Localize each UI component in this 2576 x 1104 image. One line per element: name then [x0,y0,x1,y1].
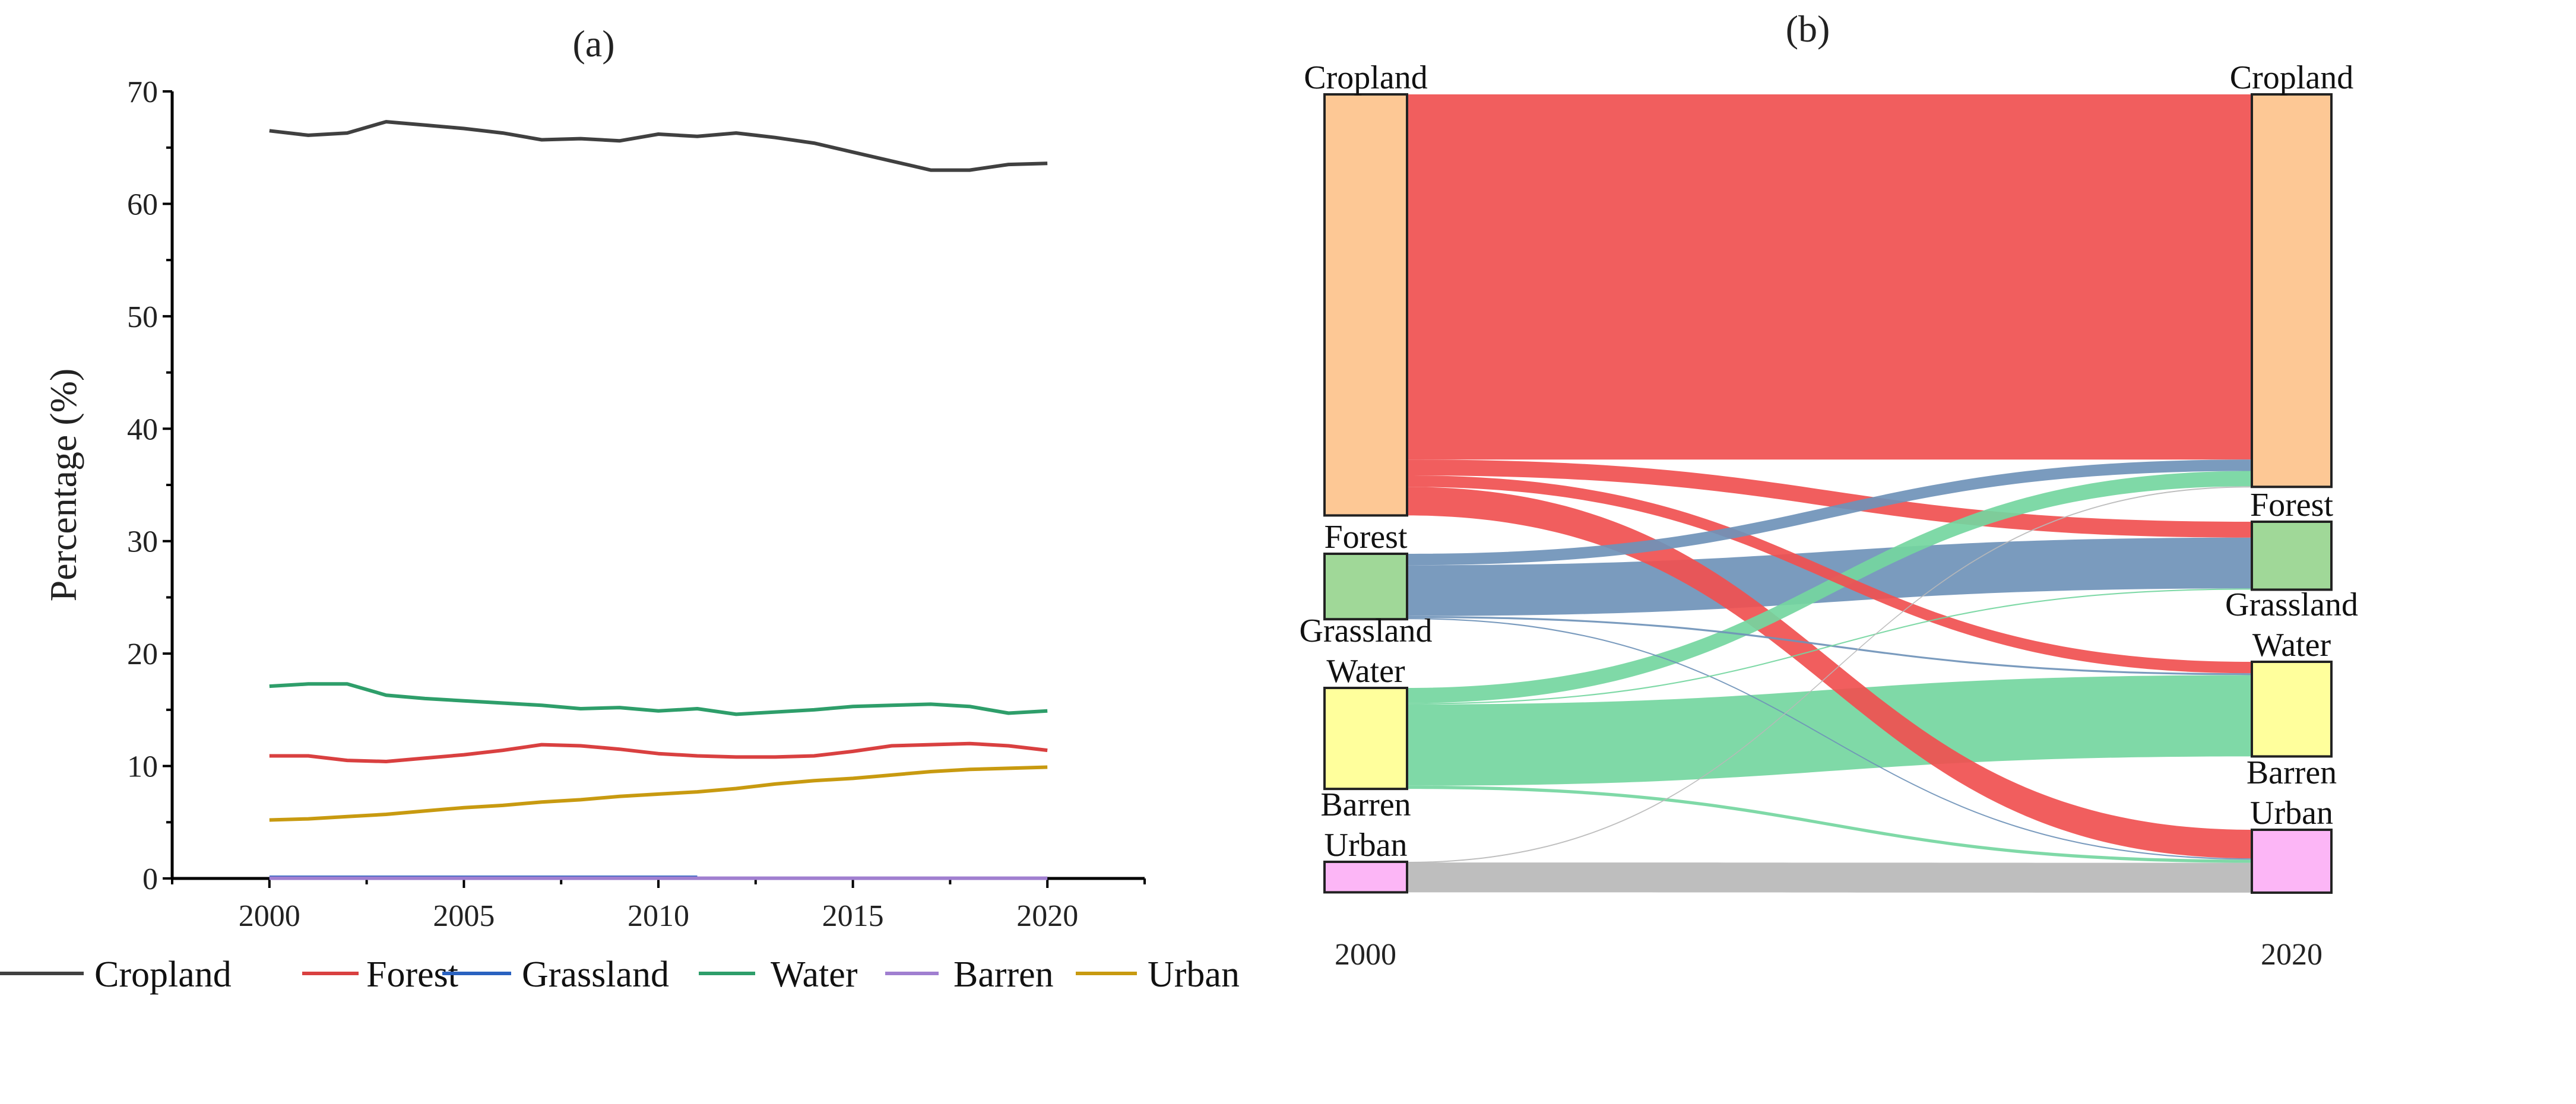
series-line-urban [269,765,1048,822]
node-2020-forest [2251,521,2333,591]
flow-water-to-urban [1407,785,2252,863]
y-tick-label: 30 [127,525,158,559]
node-label-2000-forest: Forest [1325,519,1408,556]
year-label-right: 2020 [2261,938,2322,972]
legend-label-water: Water [771,954,858,995]
flow-cropland-to-forest [1407,459,2252,538]
x-tick-label: 2000 [239,899,300,933]
node-2020-water [2251,661,2333,758]
y-tick-label: 70 [127,75,158,109]
series-line-water [269,682,1048,716]
axes: 0 10 20 30 40 50 60 70 2000 2005 2010 2015 2020 [127,75,1146,933]
chart-a-title: (a) [572,23,614,65]
y-tick-label: 0 [142,862,158,896]
node-2000-forest [1323,553,1408,621]
legend-label-urban: Urban [1148,954,1240,995]
y-tick-label: 10 [127,750,158,784]
series-line-forest [269,741,1048,763]
y-tick-label: 20 [127,637,158,671]
year-label-left: 2000 [1335,938,1396,972]
node-label-2020-cropland: Cropland [2230,59,2353,96]
node-label-2000-barren: Barren [1320,786,1411,823]
sankey-panel: (b) Cropland Cropland Forest Forest Grasslan… [1300,8,2358,972]
node-labels: Cropland Cropland Forest Forest Grassland Gra… [1300,59,2358,864]
node-label-2000-water: Water [1326,653,1405,690]
flow-urban-to-cropland [1407,486,2252,863]
flow-urban-to-urban [1407,862,2252,893]
y-tick-label: 40 [127,413,158,446]
node-label-2000-urban: Urban [1325,827,1408,864]
x-tick-label: 2005 [433,899,495,933]
node-2020-cropland [2251,93,2333,488]
node-label-2000-cropland: Cropland [1304,59,1427,96]
y-tick-label: 60 [127,188,158,221]
flow-forest-to-urban [1407,618,2252,860]
flow-water-to-water [1407,675,2252,786]
nodes [1323,93,2333,894]
node-2000-water [1323,687,1408,791]
series-lines [269,120,1048,880]
flow-cropland-to-cropland [1407,94,2252,460]
x-tick-label: 2020 [1016,899,1078,933]
node-2000-cropland [1323,93,1408,517]
flow-cropland-to-water [1407,475,2252,674]
legend-label-barren: Barren [953,954,1054,995]
node-label-2000-grassland: Grassland [1300,613,1433,649]
series-line-cropland [269,120,1048,172]
flow-forest-to-water [1407,616,2252,675]
node-label-2020-barren: Barren [2247,754,2337,791]
line-chart-panel: (a) Percentage (%) 0 10 20 30 40 50 60 70 2000 20… [0,23,1240,995]
flow-cropland-to-urban [1407,487,2252,859]
flow-water-to-forest [1407,588,2252,705]
chart-b-title: (b) [1786,8,1830,50]
legend-label-cropland: Cropland [94,954,232,995]
flow-forest-to-cropland [1407,459,2252,566]
legend: Cropland Forest Grassland Water Barren Urban [0,954,1240,995]
flows [1407,94,2252,893]
node-label-2020-urban: Urban [2250,795,2333,832]
x-tick-label: 2015 [822,899,884,933]
node-2020-urban [2251,829,2333,894]
flow-water-to-cropland [1407,471,2252,703]
y-axis-label: Percentage (%) [42,369,84,602]
node-2000-urban [1323,861,1408,894]
x-tick-label: 2010 [628,899,689,933]
node-label-2020-grassland: Grassland [2225,586,2358,623]
y-tick-label: 50 [127,300,158,334]
node-label-2020-water: Water [2252,627,2331,664]
node-label-2020-forest: Forest [2250,487,2333,524]
legend-label-grassland: Grassland [522,954,669,995]
